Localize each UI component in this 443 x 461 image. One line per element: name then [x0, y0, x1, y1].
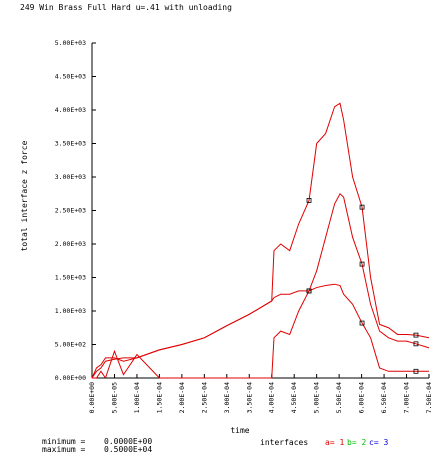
point-marker [413, 368, 419, 374]
legend-entry: a= 1 [325, 438, 344, 447]
stat-label: maximum = [42, 445, 86, 454]
y-tick-label: 1.50E+03 [55, 274, 86, 282]
x-tick-label: 5.50E-04 [335, 382, 343, 413]
y-tick-label: 5.00E+02 [55, 341, 86, 349]
y-tick-label: 5.00E+03 [55, 39, 86, 47]
point-marker [359, 204, 365, 210]
y-tick-label: 4.00E+03 [55, 106, 86, 114]
x-tick-label: 7.00E-04 [403, 382, 411, 413]
y-tick-label: 2.00E+03 [55, 240, 86, 248]
x-tick-label: 0.00E+00 [88, 382, 96, 413]
series-line [92, 283, 429, 380]
legend-entry: c= 3 [369, 438, 388, 447]
y-tick-label: 4.50E+03 [55, 73, 86, 81]
x-axis-label: time [230, 426, 249, 435]
x-tick-label: 5.00E-04 [313, 382, 321, 413]
stat-value: 0.0000E+00 [104, 437, 152, 446]
point-marker [413, 341, 419, 347]
x-tick-label: 1.50E-04 [155, 382, 163, 413]
x-tick-label: 2.50E-04 [200, 382, 208, 413]
x-tick-label: 5.00E-05 [110, 382, 118, 413]
x-tick-label: 4.50E-04 [290, 382, 298, 413]
x-tick-label: 6.50E-04 [380, 382, 388, 413]
point-marker [413, 332, 419, 338]
y-tick-label: 3.50E+03 [55, 140, 86, 148]
point-marker [306, 288, 312, 294]
point-marker [359, 320, 365, 326]
x-tick-label: 7.50E-04 [425, 382, 433, 413]
y-tick-label: 2.50E+03 [55, 207, 86, 215]
stat-label: minimum = [42, 437, 86, 446]
y-tick-label: 3.00E+03 [55, 173, 86, 181]
series-line [91, 192, 430, 379]
legend-entry: b= 2 [347, 438, 366, 447]
legend-title: interfaces [260, 438, 308, 447]
chart-title: 249 Win Brass Full Hard u=.41 with unloa… [20, 3, 232, 12]
x-tick-label: 6.00E-04 [358, 382, 366, 413]
y-tick-label: 1.00E+03 [55, 307, 86, 315]
point-marker [359, 261, 365, 267]
y-tick-label: 0.00E+00 [55, 374, 86, 382]
x-tick-label: 4.00E-04 [268, 382, 276, 413]
x-tick-label: 2.00E-04 [178, 382, 186, 413]
x-tick-label: 3.00E-04 [223, 382, 231, 413]
x-tick-label: 1.00E-04 [133, 382, 141, 413]
series-line [91, 102, 430, 379]
y-axis-label: total interface z force [20, 140, 29, 251]
stat-value: 0.5000E+04 [104, 445, 152, 454]
point-marker [306, 198, 312, 203]
x-tick-label: 3.50E-04 [245, 382, 253, 413]
